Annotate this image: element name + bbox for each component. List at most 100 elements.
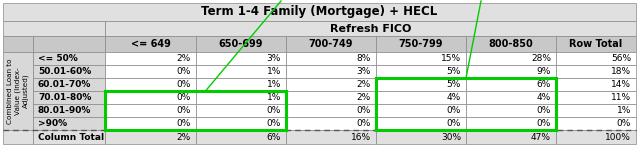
- Bar: [33, 36, 105, 52]
- Text: Column Total: Column Total: [38, 132, 104, 141]
- Bar: [105, 117, 196, 130]
- Bar: [105, 36, 196, 52]
- Text: 18%: 18%: [611, 67, 631, 76]
- Bar: [376, 36, 466, 52]
- Text: 30%: 30%: [441, 132, 461, 141]
- Bar: [196, 52, 286, 65]
- Text: Term 1-4 Family (Mortgage) + HECL: Term 1-4 Family (Mortgage) + HECL: [202, 5, 438, 18]
- Text: 1%: 1%: [267, 80, 281, 89]
- Bar: [196, 65, 286, 78]
- Text: 1%: 1%: [267, 93, 281, 102]
- Text: 750-799: 750-799: [399, 39, 444, 49]
- Text: 14%: 14%: [611, 80, 631, 89]
- Text: 2%: 2%: [356, 93, 371, 102]
- Bar: [196, 78, 286, 91]
- Bar: [556, 52, 636, 65]
- Bar: [105, 21, 636, 36]
- Text: 6%: 6%: [536, 80, 551, 89]
- Text: 2%: 2%: [177, 54, 191, 63]
- Text: 650-699: 650-699: [219, 39, 263, 49]
- Bar: [286, 36, 376, 52]
- Text: 0%: 0%: [536, 106, 551, 115]
- Bar: [33, 78, 105, 91]
- Bar: [286, 65, 376, 78]
- Text: 5%: 5%: [447, 67, 461, 76]
- Bar: [376, 52, 466, 65]
- Text: 8%: 8%: [356, 54, 371, 63]
- Bar: [33, 91, 105, 104]
- Bar: [376, 104, 466, 117]
- Text: 15%: 15%: [441, 54, 461, 63]
- Text: 28%: 28%: [531, 54, 551, 63]
- Text: 2%: 2%: [356, 80, 371, 89]
- Bar: [196, 117, 286, 130]
- Text: 0%: 0%: [177, 119, 191, 128]
- Bar: [556, 78, 636, 91]
- Bar: [286, 130, 376, 144]
- Bar: [3, 130, 33, 144]
- Bar: [105, 130, 196, 144]
- Text: 6%: 6%: [267, 132, 281, 141]
- Text: Row Total: Row Total: [570, 39, 623, 49]
- Text: 3%: 3%: [356, 67, 371, 76]
- Text: 100%: 100%: [605, 132, 631, 141]
- Text: 0%: 0%: [177, 106, 191, 115]
- Text: 4%: 4%: [537, 93, 551, 102]
- Bar: [556, 65, 636, 78]
- Bar: [3, 52, 33, 130]
- Text: 0%: 0%: [447, 119, 461, 128]
- Text: 70.01-80%: 70.01-80%: [38, 93, 92, 102]
- Bar: [466, 91, 556, 104]
- Text: >90%: >90%: [38, 119, 67, 128]
- Bar: [33, 104, 105, 117]
- Bar: [556, 91, 636, 104]
- Text: 0%: 0%: [616, 119, 631, 128]
- Text: 2%: 2%: [177, 132, 191, 141]
- Bar: [466, 36, 556, 52]
- Text: Refresh FICO: Refresh FICO: [330, 24, 411, 34]
- Bar: [3, 36, 33, 52]
- Bar: [466, 65, 556, 78]
- Bar: [466, 104, 556, 117]
- Bar: [376, 91, 466, 104]
- Text: 5%: 5%: [447, 80, 461, 89]
- Bar: [376, 65, 466, 78]
- Bar: [376, 117, 466, 130]
- Bar: [286, 104, 376, 117]
- Bar: [376, 130, 466, 144]
- Text: 3%: 3%: [267, 54, 281, 63]
- Text: <= 649: <= 649: [131, 39, 170, 49]
- Bar: [196, 130, 286, 144]
- Text: 0%: 0%: [356, 106, 371, 115]
- Text: 47%: 47%: [531, 132, 551, 141]
- Bar: [196, 104, 286, 117]
- Bar: [105, 78, 196, 91]
- Bar: [556, 36, 636, 52]
- Bar: [105, 104, 196, 117]
- Bar: [556, 104, 636, 117]
- Bar: [3, 21, 105, 36]
- Bar: [286, 52, 376, 65]
- Text: 50.01-60%: 50.01-60%: [38, 67, 92, 76]
- Bar: [33, 65, 105, 78]
- Bar: [286, 91, 376, 104]
- Bar: [466, 78, 556, 91]
- Bar: [466, 130, 556, 144]
- Text: Combined Loan to
Value (Index-
Adjusted): Combined Loan to Value (Index- Adjusted): [7, 58, 29, 124]
- Bar: [286, 78, 376, 91]
- Bar: [466, 117, 556, 130]
- Bar: [33, 130, 105, 144]
- Bar: [556, 130, 636, 144]
- Text: 16%: 16%: [351, 132, 371, 141]
- Bar: [196, 36, 286, 52]
- Text: 0%: 0%: [177, 93, 191, 102]
- Text: 56%: 56%: [611, 54, 631, 63]
- Text: 11%: 11%: [611, 93, 631, 102]
- Text: 0%: 0%: [267, 106, 281, 115]
- Text: 0%: 0%: [356, 119, 371, 128]
- Bar: [33, 52, 105, 65]
- Bar: [556, 117, 636, 130]
- Text: <= 50%: <= 50%: [38, 54, 77, 63]
- Text: 1%: 1%: [267, 67, 281, 76]
- Text: 4%: 4%: [447, 93, 461, 102]
